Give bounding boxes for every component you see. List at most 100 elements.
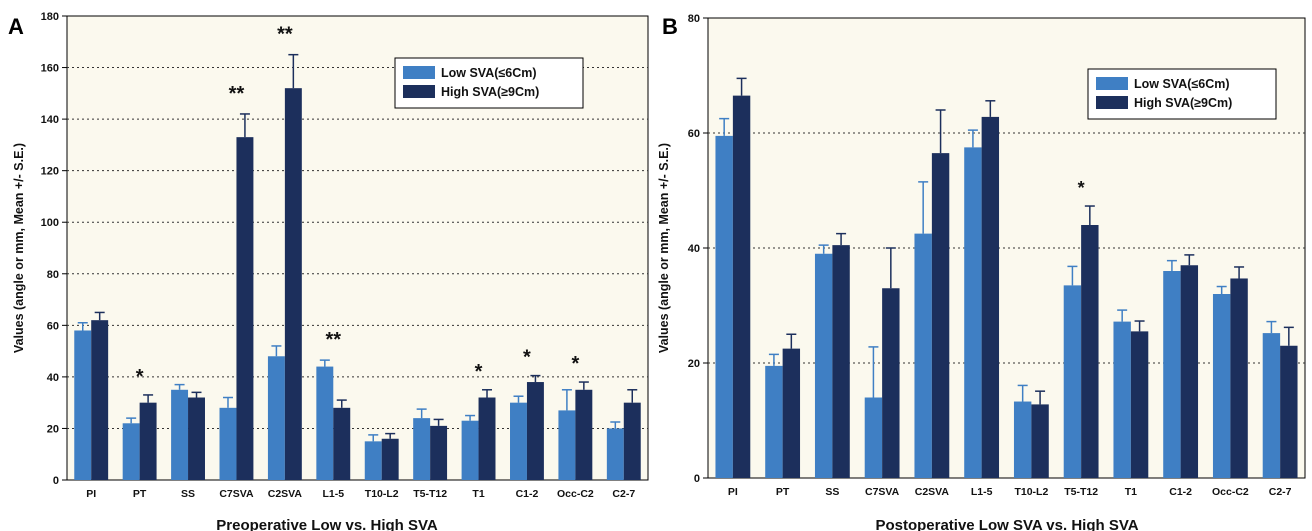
bar-low-sva: [1013, 401, 1032, 478]
bar-high-sva: [732, 95, 751, 478]
x-tick-label: C2-7: [612, 488, 635, 500]
bar-low-sva: [122, 423, 140, 480]
y-tick-label: 60: [47, 320, 59, 332]
y-tick-label: 100: [41, 217, 59, 229]
legend: Low SVA(≤6Cm) High SVA(≥9Cm): [1087, 68, 1277, 120]
bar-high-sva: [1180, 265, 1199, 478]
bar-low-sva: [765, 365, 783, 478]
x-tick-label: PT: [133, 488, 147, 500]
legend-label-low: Low SVA(≤6Cm): [1134, 77, 1230, 91]
bar-high-sva: [333, 407, 351, 480]
legend-swatch-high: [403, 85, 435, 98]
x-tick-label: T1: [1125, 486, 1137, 498]
bar-high-sva: [1031, 404, 1049, 478]
bar-high-sva: [526, 382, 544, 480]
x-tick-label: T1: [472, 488, 484, 500]
y-tick-label: 40: [47, 372, 59, 384]
bar-low-sva: [864, 397, 883, 478]
legend-swatch-low: [1096, 77, 1128, 90]
bar-high-sva: [381, 438, 399, 480]
x-tick-label: C1-2: [1169, 486, 1192, 498]
x-tick-label: Occ-C2: [1212, 486, 1249, 498]
significance-marker: **: [326, 329, 342, 351]
y-tick-label: 180: [41, 11, 59, 23]
bar-low-sva: [413, 418, 431, 480]
bar-high-sva: [91, 320, 109, 480]
significance-marker: **: [277, 24, 293, 46]
x-tick-label: Occ-C2: [557, 488, 594, 500]
bar-high-sva: [931, 153, 950, 478]
y-tick-label: 20: [688, 358, 700, 370]
bar-low-sva: [715, 135, 733, 478]
y-tick-label: 140: [41, 114, 59, 126]
bar-low-sva: [171, 389, 189, 480]
x-tick-label: T10-L2: [365, 488, 399, 500]
x-tick-label: T5-T12: [1064, 486, 1098, 498]
x-tick-label: L1-5: [971, 486, 993, 498]
x-tick-label: C7SVA: [219, 488, 254, 500]
bar-low-sva: [606, 428, 624, 480]
legend-swatch-high: [1096, 96, 1128, 109]
bar-low-sva: [1262, 333, 1281, 478]
bar-low-sva: [316, 366, 334, 480]
significance-marker: *: [523, 347, 531, 369]
y-tick-label: 80: [688, 13, 700, 25]
bar-low-sva: [814, 253, 833, 478]
bar-high-sva: [236, 137, 254, 480]
y-tick-label: 0: [53, 475, 59, 487]
significance-marker: *: [1078, 178, 1085, 198]
x-tick-label: SS: [825, 486, 839, 498]
x-axis-label: Preoperative Low vs. High SVA: [216, 517, 438, 531]
bar-low-sva: [1212, 294, 1231, 478]
significance-marker: **: [229, 83, 245, 105]
bar-low-sva: [510, 402, 527, 480]
x-tick-label: L1-5: [322, 488, 344, 500]
bar-low-sva: [219, 407, 237, 480]
bar-high-sva: [981, 116, 1000, 479]
y-tick-label: 20: [47, 423, 59, 435]
panel-label: A: [8, 14, 24, 39]
bar-high-sva: [623, 402, 641, 480]
bar-low-sva: [364, 441, 382, 480]
y-axis-label: Values (angle or mm, Mean +/- S.E.): [657, 143, 671, 353]
bar-low-sva: [1163, 271, 1181, 478]
y-tick-label: 160: [41, 63, 59, 75]
x-tick-label: C2-7: [1269, 486, 1292, 498]
legend: Low SVA(≤6Cm) High SVA(≥9Cm): [394, 57, 584, 109]
x-axis-label: Postoperative Low SVA vs. High SVA: [875, 517, 1138, 531]
significance-marker: *: [475, 361, 483, 383]
bar-low-sva: [914, 233, 932, 478]
y-tick-label: 60: [688, 128, 700, 140]
bar-high-sva: [139, 402, 157, 480]
y-tick-label: 120: [41, 166, 59, 178]
chart-panel-b: 0 20 40 60 80 PI PT SS C7SVA C2SVA L1-5 T10-L2 * T5-T…: [657, 13, 1306, 531]
legend-swatch-low: [403, 66, 435, 79]
legend-label-high: High SVA(≥9Cm): [1134, 96, 1232, 110]
x-tick-label: PI: [86, 488, 96, 500]
bar-high-sva: [575, 389, 593, 480]
x-tick-label: PI: [728, 486, 738, 498]
bar-high-sva: [1230, 278, 1248, 478]
bar-low-sva: [1063, 285, 1082, 478]
x-tick-label: C2SVA: [268, 488, 303, 500]
bar-low-sva: [267, 356, 285, 480]
y-tick-label: 80: [47, 269, 59, 281]
significance-marker: *: [571, 353, 579, 375]
x-tick-label: T5-T12: [413, 488, 447, 500]
bar-high-sva: [782, 348, 801, 478]
x-tick-label: C2SVA: [915, 486, 950, 498]
significance-marker: *: [136, 366, 144, 388]
legend-label-high: High SVA(≥9Cm): [441, 85, 539, 99]
x-tick-label: C7SVA: [865, 486, 900, 498]
bar-high-sva: [1081, 225, 1099, 478]
y-tick-label: 0: [694, 473, 700, 485]
x-tick-label: PT: [776, 486, 790, 498]
bar-high-sva: [284, 88, 302, 480]
x-tick-label: SS: [181, 488, 195, 500]
bar-high-sva: [478, 397, 496, 480]
x-tick-label: T10-L2: [1014, 486, 1048, 498]
y-tick-label: 40: [688, 243, 700, 255]
panel-label: B: [662, 14, 678, 39]
bar-low-sva: [1113, 321, 1131, 478]
